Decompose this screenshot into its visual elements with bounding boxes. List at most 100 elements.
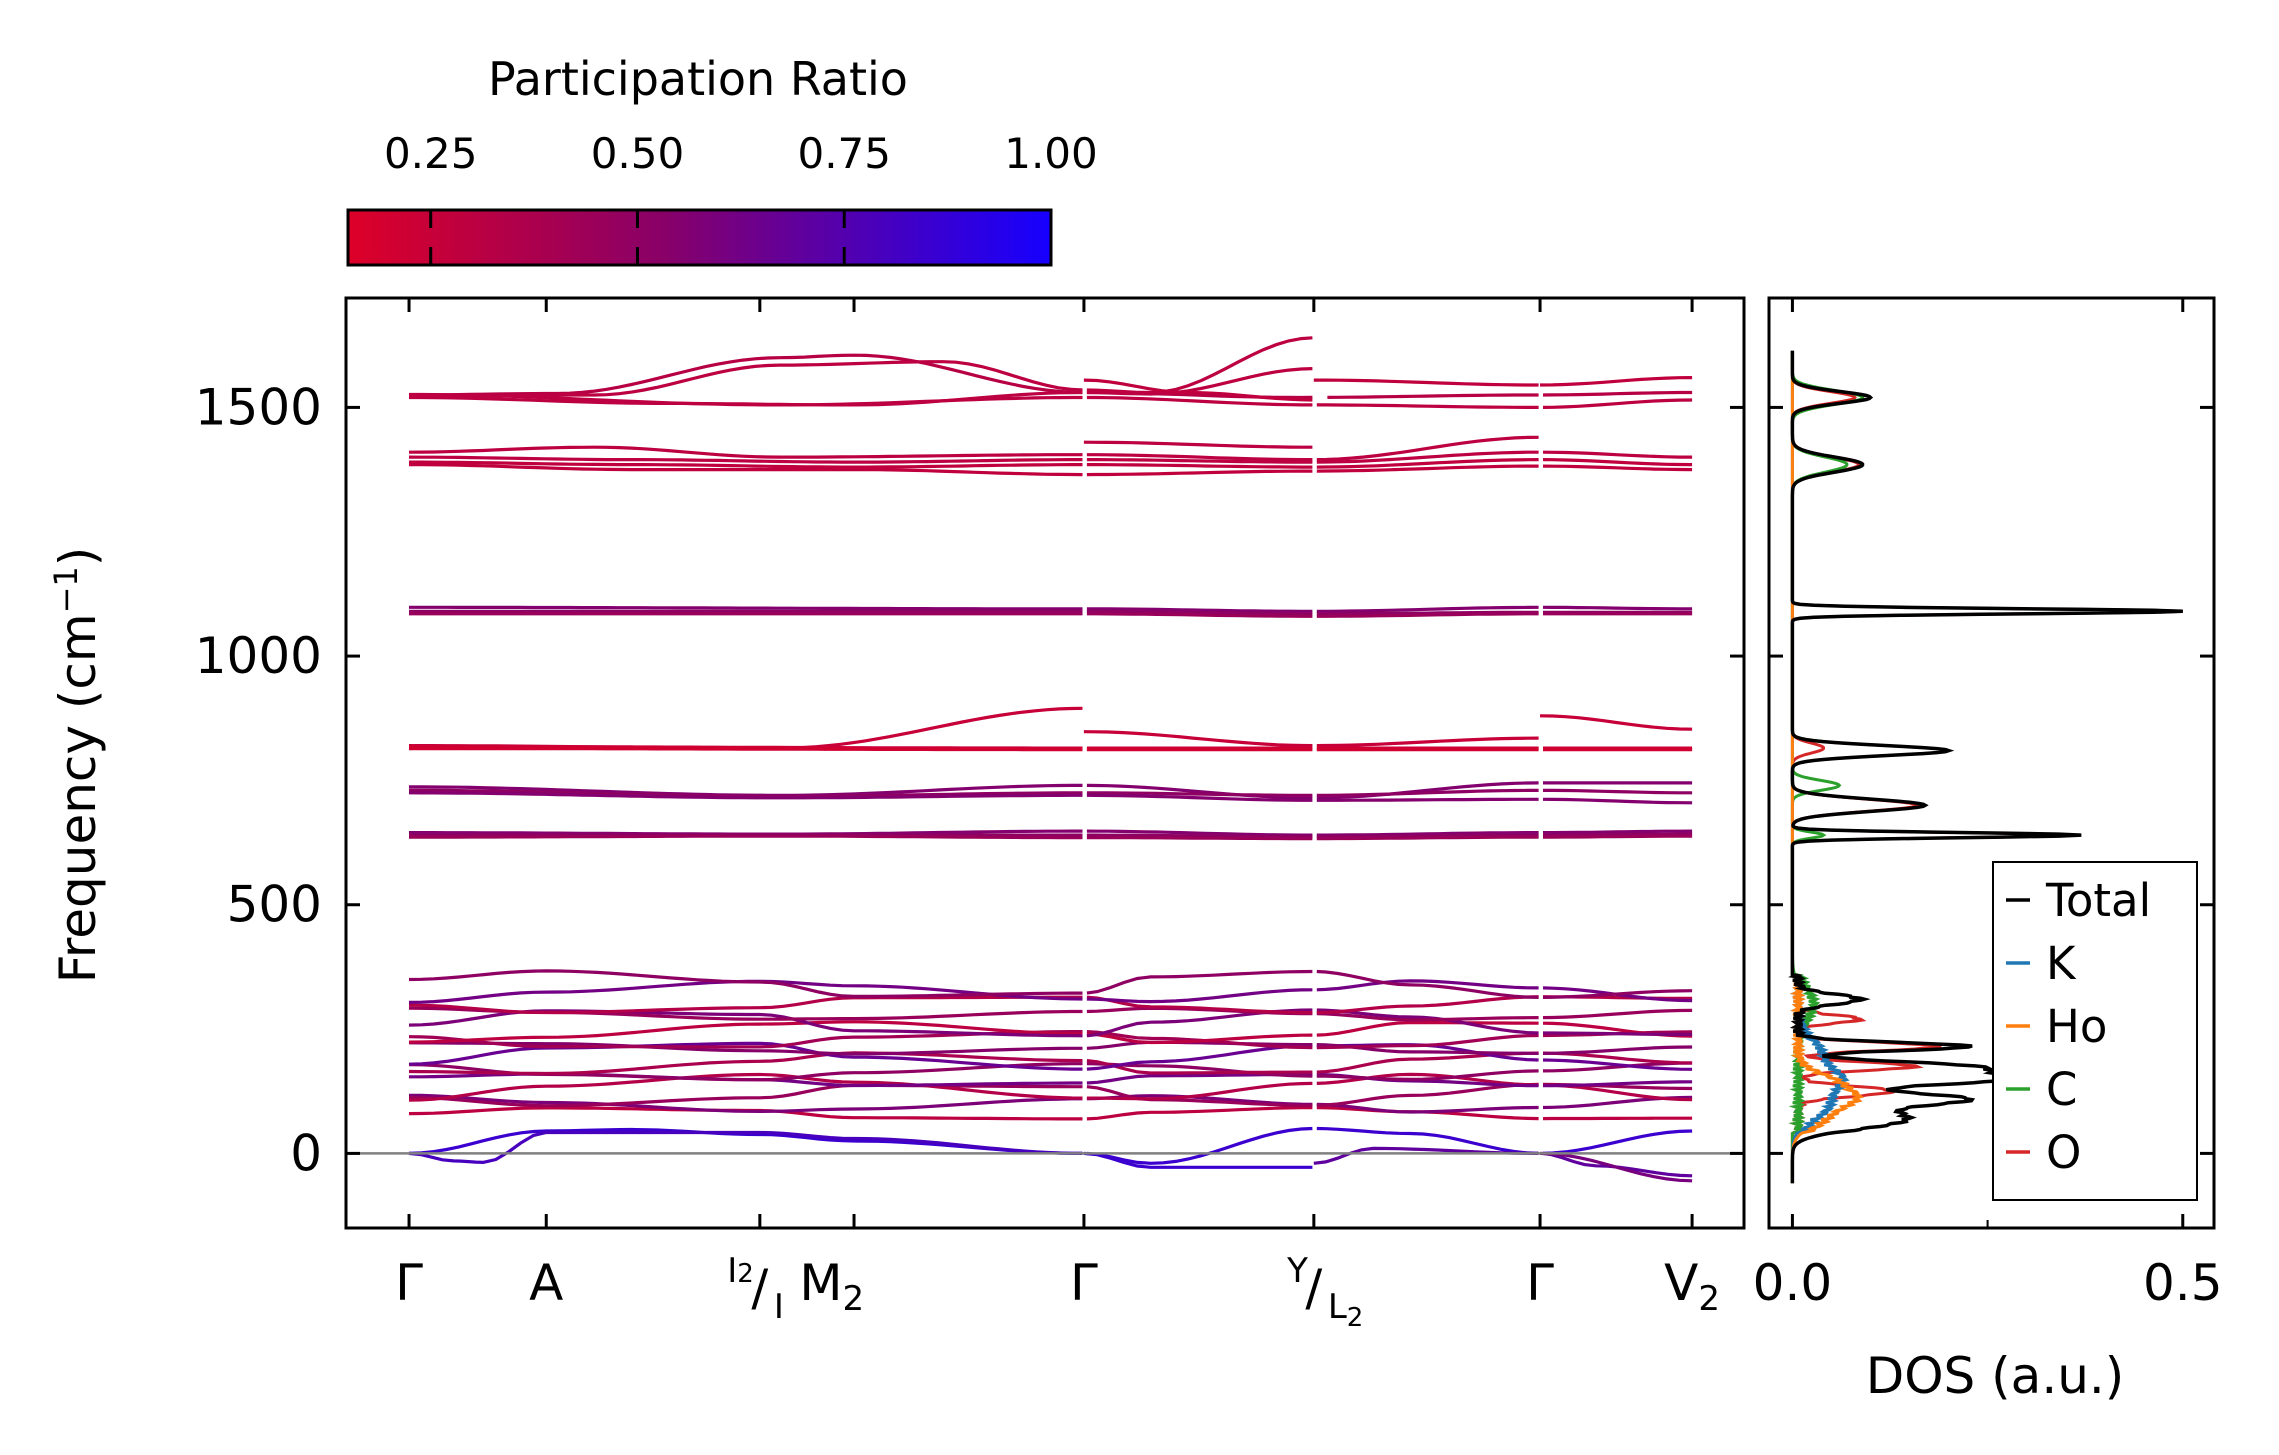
optical-band [1083, 440, 1313, 449]
optical-band [409, 463, 1083, 477]
optical-band [1086, 453, 1313, 462]
optical-band [1542, 605, 1693, 611]
dos-x-axis-title: DOS (a.u.) [1866, 1347, 2125, 1405]
colorbar-tick-label: 0.75 [797, 129, 891, 178]
optical-band [1086, 791, 1313, 797]
k-point-label-bottom: I [774, 1287, 784, 1327]
optical-band [1086, 793, 1313, 802]
low-frequency-band [1086, 1085, 1313, 1107]
k-point-label: V2 [1664, 1254, 1720, 1319]
colorbar-tick-label: 0.50 [591, 129, 685, 178]
k-point-label: Γ [1526, 1254, 1554, 1312]
optical-band [1086, 783, 1313, 800]
legend-label: O [2046, 1126, 2081, 1179]
optical-band [1086, 469, 1313, 477]
low-frequency-band [1086, 1059, 1313, 1075]
dos-axis-ticks: 0.0 0.5 [1753, 298, 2223, 1312]
band-lines [408, 336, 1693, 1183]
optical-band [1086, 367, 1313, 396]
optical-band [409, 353, 1083, 397]
low-frequency-band [1542, 1045, 1693, 1055]
optical-band [1086, 612, 1313, 618]
acoustic-band [1083, 1151, 1313, 1169]
optical-band [409, 605, 1083, 611]
optical-band [1316, 435, 1539, 462]
k-point-label-bottom: L2 [1328, 1287, 1364, 1333]
acoustic-band [1539, 1151, 1693, 1183]
optical-band [1083, 730, 1313, 748]
y-tick-label: 1000 [195, 627, 322, 685]
optical-band [1083, 378, 1313, 402]
low-frequency-band [1316, 969, 1539, 999]
acoustic-band [1542, 1129, 1693, 1155]
optical-band [1542, 458, 1693, 467]
y-axis-title: Frequency (cm−1) [47, 547, 107, 984]
optical-band [1316, 605, 1539, 613]
low-frequency-band [1086, 1106, 1313, 1121]
low-frequency-band [1316, 1012, 1539, 1022]
optical-band [409, 834, 1083, 840]
optical-band [1539, 376, 1693, 387]
k-point-slash: / [751, 1259, 768, 1317]
low-frequency-band [408, 969, 1083, 998]
optical-band [1316, 736, 1539, 748]
acoustic-band [1316, 1126, 1539, 1155]
optical-band [1542, 390, 1693, 397]
low-frequency-band [1086, 1044, 1313, 1071]
dos-series-total [1787, 350, 2183, 1184]
dos-panel-frame [1767, 296, 2216, 1230]
low-frequency-band [1086, 995, 1313, 1015]
low-frequency-band [1316, 995, 1539, 1015]
optical-band [1327, 393, 1539, 399]
low-frequency-band [408, 1083, 1083, 1108]
acoustic-band [408, 1130, 1083, 1165]
dos-x-tick-label: 0.0 [1753, 1254, 1833, 1312]
low-frequency-band [1316, 1072, 1539, 1087]
optical-band [408, 791, 1083, 800]
low-frequency-band [1086, 969, 1313, 995]
optical-band [1539, 714, 1693, 731]
optical-band [1316, 797, 1539, 802]
optical-band [409, 392, 1083, 407]
optical-band [1542, 464, 1693, 472]
low-frequency-band [408, 1093, 1083, 1114]
k-point-label: Γ [1070, 1254, 1098, 1312]
optical-band [1086, 836, 1313, 841]
optical-band [1086, 829, 1313, 837]
optical-band [1086, 395, 1313, 407]
low-frequency-band [408, 1041, 1083, 1071]
legend-frame [1992, 861, 2198, 1201]
colorbar-tick-label: 0.25 [384, 129, 478, 178]
colorbar-gradient [346, 208, 1053, 267]
optical-band [1316, 788, 1539, 797]
low-frequency-band [408, 1020, 1083, 1044]
colorbar-tick-label: 1.00 [1004, 129, 1098, 178]
optical-band [409, 460, 1083, 469]
low-frequency-band [1086, 1040, 1313, 1050]
optical-band [1316, 835, 1539, 841]
k-point-label: Γ [395, 1254, 423, 1312]
optical-band [1316, 403, 1539, 409]
low-frequency-band [1316, 1020, 1539, 1037]
optical-band [1313, 378, 1539, 387]
optical-band [1542, 797, 1693, 805]
optical-band [1543, 829, 1693, 835]
low-frequency-band [408, 1051, 1083, 1076]
colorbar: Participation Ratio 0.25 0.50 0.75 1.00 [346, 52, 1098, 267]
colorbar-title: Participation Ratio [488, 52, 908, 106]
optical-band [1086, 336, 1313, 395]
optical-band [1542, 398, 1693, 409]
optical-band [409, 706, 1083, 750]
optical-band [1316, 450, 1539, 464]
low-frequency-band [1086, 1032, 1313, 1045]
k-point-label: M2 [799, 1254, 864, 1319]
optical-band [1086, 607, 1313, 613]
optical-band [1316, 781, 1539, 800]
y-tick-label: 1500 [195, 378, 322, 436]
y-tick-label: 500 [227, 876, 322, 934]
legend-label: K [2046, 937, 2077, 990]
y-tick-label: 0 [290, 1124, 322, 1182]
low-frequency-band [1543, 1080, 1693, 1088]
